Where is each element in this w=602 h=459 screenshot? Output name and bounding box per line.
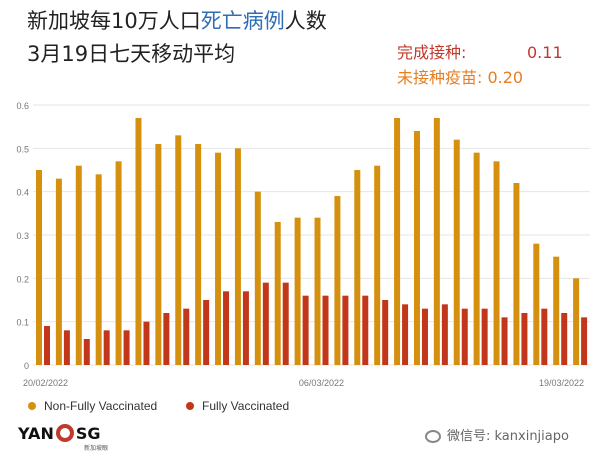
bar-fully — [561, 313, 568, 365]
bar-fully — [481, 308, 488, 365]
legend-label-fully: Fully Vaccinated — [202, 399, 290, 413]
bar-non-fully — [334, 196, 341, 365]
bar-non-fully — [354, 170, 361, 365]
title-suffix: 人数 — [284, 9, 327, 33]
bar-fully — [302, 295, 309, 365]
legend-item-fully: Fully Vaccinated — [186, 399, 289, 413]
bar-fully — [382, 300, 389, 365]
bar-non-fully — [195, 144, 202, 365]
bar-non-fully — [533, 243, 540, 365]
bar-non-fully — [55, 178, 62, 365]
bar-non-fully — [135, 118, 142, 365]
bar-fully — [63, 330, 70, 365]
bar-fully — [282, 282, 289, 365]
bar-non-fully — [314, 217, 321, 365]
legend-dot-fully — [186, 402, 194, 410]
bar-non-fully — [433, 118, 440, 365]
logo-text-right: SG — [75, 424, 101, 443]
bar-fully — [103, 330, 110, 365]
x-tick-label: 19/03/2022 — [539, 378, 584, 388]
bar-fully — [242, 291, 249, 365]
chart-title-line1: 新加坡每10万人口死亡病例人数 — [27, 8, 327, 34]
vaccinated-stat-value: 0.11 — [527, 43, 563, 62]
bar-non-fully — [274, 222, 281, 365]
bar-fully — [362, 295, 369, 365]
bar-non-fully — [553, 256, 560, 365]
bar-non-fully — [36, 170, 42, 365]
yansg-logo: YAN SG 新加坡眼 — [18, 424, 108, 452]
title-highlight: 死亡病例 — [200, 9, 285, 33]
wechat-icon — [425, 430, 441, 443]
bar-fully — [44, 326, 50, 365]
bar-fully — [342, 295, 349, 365]
y-tick-label: 0.6 — [16, 101, 29, 111]
bar-fully — [163, 313, 170, 365]
bar-non-fully — [234, 148, 241, 365]
bar-fully — [203, 300, 210, 365]
bar-fully — [581, 317, 588, 365]
bar-non-fully — [413, 131, 420, 365]
bar-fully — [461, 308, 468, 365]
bar-non-fully — [493, 161, 500, 365]
bar-non-fully — [374, 165, 381, 365]
bar-fully — [441, 304, 448, 365]
wechat-id: 微信号: kanxinjiapo — [425, 425, 569, 444]
logo-subtext: 新加坡眼 — [84, 445, 109, 452]
title-prefix: 新加坡每10万人口 — [27, 9, 201, 33]
bar-fully — [123, 330, 130, 365]
bar-fully — [501, 317, 508, 365]
unvaccinated-stat-label: 未接种疫苗: 0.20 — [397, 68, 524, 87]
bar-non-fully — [513, 183, 520, 365]
y-tick-label: 0.4 — [16, 188, 29, 198]
bar-fully — [262, 282, 269, 365]
bar-fully — [223, 291, 230, 365]
bar-fully — [402, 304, 409, 365]
bar-non-fully — [155, 144, 162, 365]
bar-fully — [521, 313, 528, 365]
bar-non-fully — [115, 161, 122, 365]
y-tick-label: 0.1 — [16, 318, 29, 328]
vaccinated-stat-label: 完成接种: — [397, 43, 467, 62]
chart-title-line2: 3月19日七天移动平均 — [27, 42, 236, 66]
bar-non-fully — [294, 217, 301, 365]
bar-non-fully — [175, 135, 182, 365]
bar-non-fully — [254, 191, 261, 365]
x-tick-label: 20/02/2022 — [23, 378, 68, 388]
magnifier-icon — [55, 424, 74, 442]
bar-non-fully — [473, 152, 480, 365]
bar-fully — [183, 308, 190, 365]
legend-label-non-fully: Non-Fully Vaccinated — [44, 399, 158, 413]
legend-item-non-fully: Non-Fully Vaccinated — [28, 399, 157, 413]
legend-dot-non-fully — [28, 402, 36, 410]
bar-non-fully — [215, 152, 222, 365]
bar-non-fully — [95, 174, 102, 365]
bar-non-fully — [394, 118, 401, 365]
bar-fully — [83, 339, 90, 365]
logo-text-left: YAN — [18, 424, 54, 443]
x-tick-label: 06/03/2022 — [299, 378, 344, 388]
bar-fully — [541, 308, 548, 365]
y-tick-label: 0.5 — [16, 144, 29, 154]
wechat-label: 微信号: kanxinjiapo — [447, 429, 569, 444]
bar-fully — [143, 321, 150, 365]
bar-non-fully — [75, 165, 82, 365]
bar-fully — [322, 295, 329, 365]
bar-fully — [421, 308, 428, 365]
bar-non-fully — [453, 139, 460, 365]
y-tick-label: 0 — [24, 361, 29, 371]
bar-non-fully — [573, 278, 580, 365]
y-tick-label: 0.2 — [16, 274, 29, 284]
y-tick-label: 0.3 — [16, 231, 29, 241]
